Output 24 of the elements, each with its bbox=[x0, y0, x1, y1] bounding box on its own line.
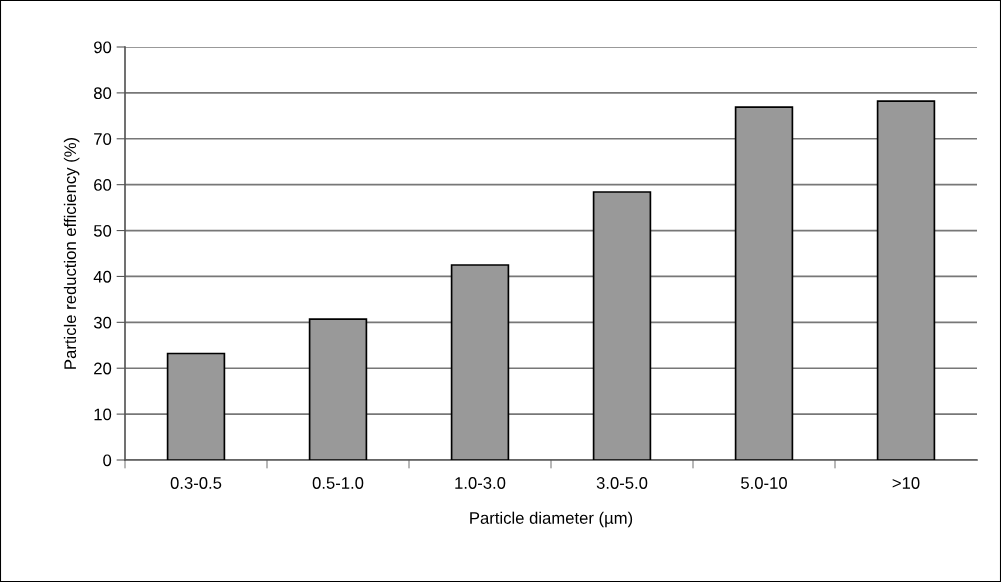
x-tick-label: 3.0-5.0 bbox=[596, 477, 648, 489]
bar bbox=[876, 100, 936, 460]
bar bbox=[450, 264, 510, 460]
x-tick-label: 5.0-10 bbox=[741, 477, 787, 489]
x-tick-label: >10 bbox=[892, 477, 920, 489]
y-tick-label: 20 bbox=[94, 362, 112, 375]
y-tick-label: 40 bbox=[93, 270, 112, 283]
y-tick-label: 30 bbox=[93, 316, 112, 329]
x-axis-title: Particle diameter (µm) bbox=[470, 511, 633, 528]
bar bbox=[592, 191, 652, 460]
x-tick-label: 1.0-3.0 bbox=[455, 477, 506, 489]
y-tick-label: 60 bbox=[94, 179, 112, 191]
y-tick-label: 10 bbox=[94, 408, 112, 421]
y-axis-title: Particle reduction efficiency (%) bbox=[63, 137, 80, 369]
y-tick-label: 0 bbox=[103, 454, 112, 467]
y-tick-label: 50 bbox=[93, 224, 112, 237]
bar bbox=[308, 318, 368, 460]
y-tick-label: 70 bbox=[94, 133, 112, 145]
bar bbox=[166, 352, 226, 460]
y-tick-label: 80 bbox=[93, 87, 112, 100]
x-tick-label: 0.3-0.5 bbox=[170, 477, 222, 489]
bar bbox=[734, 106, 794, 460]
x-tick-label: 0.5-1.0 bbox=[312, 477, 364, 489]
y-tick-label: 90 bbox=[94, 41, 112, 54]
